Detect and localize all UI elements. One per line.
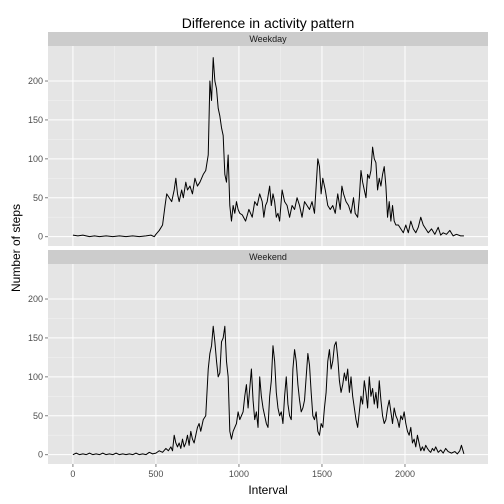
x-tick-label: 1500	[312, 469, 332, 479]
y-tick-label: 0	[38, 232, 43, 242]
x-tick-label: 2000	[395, 469, 415, 479]
y-tick-label: 150	[28, 115, 43, 125]
facet-panel-weekend: Weekend	[48, 250, 488, 464]
y-tick-label: 100	[28, 154, 43, 164]
strip-weekday	[48, 32, 488, 46]
y-tick-label: 0	[38, 450, 43, 460]
y-tick-label: 50	[33, 193, 43, 203]
strip-label-weekend: Weekend	[249, 252, 287, 262]
x-tick-label: 500	[148, 469, 163, 479]
x-axis-ticks: 0 500 1000 1500 2000	[70, 464, 415, 479]
x-axis-title: Interval	[248, 483, 287, 497]
grid-weekend	[48, 264, 488, 464]
y-tick-label: 200	[28, 76, 43, 86]
y-tick-label: 50	[33, 411, 43, 421]
strip-weekend	[48, 250, 488, 264]
y-tick-label: 200	[28, 294, 43, 304]
x-tick-label: 0	[70, 469, 75, 479]
series-line-weekday	[72, 57, 464, 238]
y-tick-label: 100	[28, 372, 43, 382]
strip-label-weekday: Weekday	[249, 34, 287, 44]
plot-background-weekend	[48, 264, 488, 464]
x-tick-label: 1000	[229, 469, 249, 479]
facet-panel-weekday: Weekday	[48, 32, 488, 246]
grid-weekday	[48, 46, 488, 246]
y-tick-label: 150	[28, 333, 43, 343]
chart-title: Difference in activity pattern	[182, 15, 355, 31]
y-axis-title: Number of steps	[9, 204, 23, 292]
y-axis-ticks: 0 50 100 150 200 0 50 100 150 200	[28, 76, 48, 460]
series-weekday	[72, 57, 464, 238]
series-weekend	[72, 325, 465, 456]
series-line-weekend	[72, 325, 465, 456]
plot-background-weekday	[48, 46, 488, 246]
